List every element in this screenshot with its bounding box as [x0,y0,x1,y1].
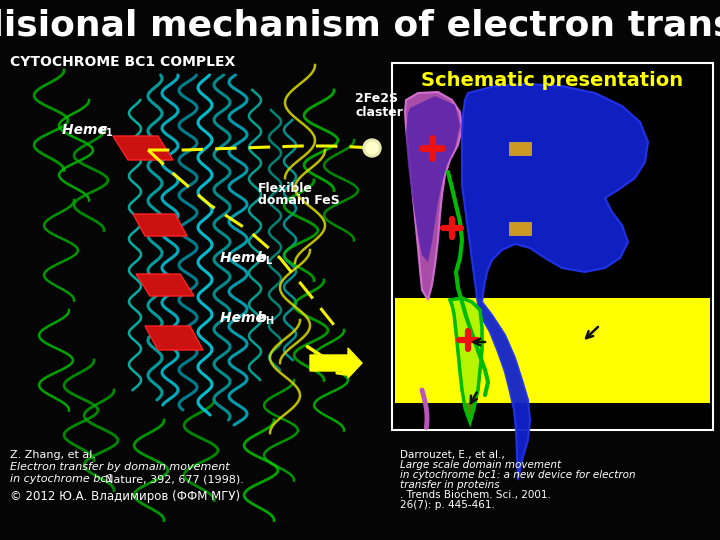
Text: transfer in proteins: transfer in proteins [400,480,500,490]
Text: b: b [257,251,267,265]
Text: Heme: Heme [220,311,270,325]
Text: in cytochrome bc1: a new device for electron: in cytochrome bc1: a new device for elec… [400,470,636,480]
Circle shape [366,142,378,154]
Text: © 2012 Ю.А. Владимиров (ФФМ МГУ): © 2012 Ю.А. Владимиров (ФФМ МГУ) [10,490,240,503]
Text: . Trends Biochem. Sci., 2001.: . Trends Biochem. Sci., 2001. [400,490,551,500]
Text: Schematic presentation: Schematic presentation [421,71,683,91]
Circle shape [363,139,381,157]
Text: c: c [98,123,107,137]
Polygon shape [145,326,203,350]
Text: Collisional mechanism of electron transfer: Collisional mechanism of electron transf… [0,9,720,43]
Bar [395,298,710,403]
Polygon shape [405,92,462,300]
Bar [509,141,531,154]
Polygon shape [310,348,362,378]
Text: domain FeS: domain FeS [258,194,340,207]
Text: Heme: Heme [220,251,270,265]
Text: Heme: Heme [62,123,112,137]
Text: 26(7): p. 445-461.: 26(7): p. 445-461. [400,500,495,510]
Polygon shape [136,274,194,296]
Text: Z. Zhang, et al.: Z. Zhang, et al. [10,450,99,460]
Polygon shape [450,298,482,422]
Text: Large scale domain movement: Large scale domain movement [400,460,561,470]
Text: in cytochrome bc1: in cytochrome bc1 [10,474,114,484]
Text: claster: claster [355,105,403,118]
Polygon shape [406,96,460,262]
Text: Darrouzet, E., et al.,: Darrouzet, E., et al., [400,450,508,460]
Text: H: H [265,316,273,326]
Text: Electron transfer by domain movement: Electron transfer by domain movement [10,462,230,472]
Text: 1: 1 [106,128,113,138]
Text: b: b [257,311,267,325]
Text: Flexible: Flexible [258,181,313,194]
Polygon shape [133,214,187,236]
Text: L: L [265,256,271,266]
Text: 2Fe2S: 2Fe2S [355,91,398,105]
Bar [392,63,713,430]
Bar [509,221,531,234]
Polygon shape [113,136,173,160]
Text: . Nature, 392, 677 (1998).: . Nature, 392, 677 (1998). [98,474,244,484]
Text: CYTOCHROME BC1 COMPLEX: CYTOCHROME BC1 COMPLEX [10,55,235,69]
Polygon shape [462,84,648,480]
